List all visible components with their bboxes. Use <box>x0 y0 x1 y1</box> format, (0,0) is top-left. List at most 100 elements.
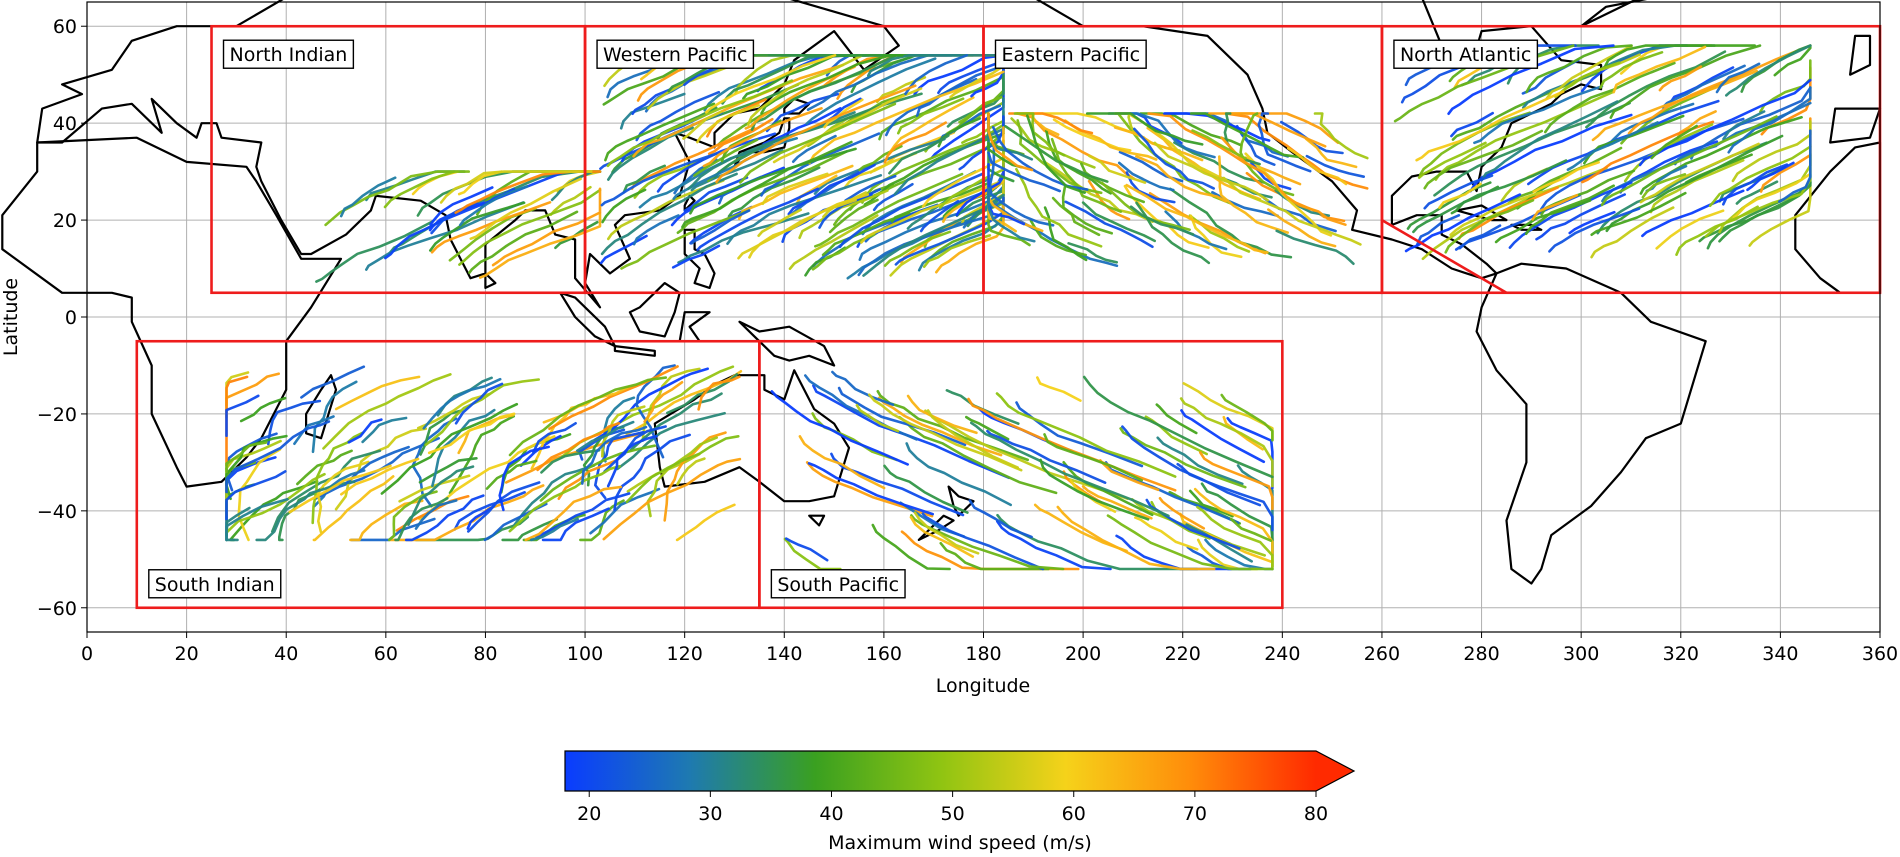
colorbar-tick-label: 80 <box>1304 803 1328 825</box>
cyclone-track <box>1134 516 1199 551</box>
cyclone-track <box>861 110 1005 204</box>
cyclone-track <box>1106 514 1274 571</box>
cyclone-track <box>288 464 392 514</box>
cyclone-track <box>909 515 975 558</box>
coastline-greenland <box>1580 0 1648 28</box>
cyclone-track <box>508 376 668 457</box>
x-tick-label: 200 <box>1065 643 1101 665</box>
coastline-uk <box>1849 34 1872 76</box>
cyclone-track <box>1222 176 1362 246</box>
coastline-nz_north <box>947 485 975 517</box>
cyclone-track <box>467 481 541 533</box>
cyclone-track <box>1612 45 1707 94</box>
cyclone-track <box>1135 201 1211 265</box>
basin-label-box <box>1393 39 1539 69</box>
cyclone-track <box>619 92 686 130</box>
cyclone-track <box>1457 186 1559 240</box>
y-tick-label: −60 <box>37 598 77 620</box>
coastline-hokkaido <box>783 97 811 115</box>
x-axis-label: Longitude <box>936 675 1031 697</box>
cyclone-track <box>811 233 876 271</box>
cyclone-track <box>601 405 646 458</box>
x-tick-label: 80 <box>473 643 497 665</box>
cyclone-track <box>798 435 886 490</box>
cyclone-track <box>970 421 1170 518</box>
cyclone-track <box>300 365 366 399</box>
cyclone-track <box>1473 85 1604 145</box>
cyclone-track <box>600 172 738 256</box>
cyclone-track <box>1176 462 1274 532</box>
y-tick-label: 0 <box>65 307 77 329</box>
cyclone-track <box>843 151 918 189</box>
cyclone-track <box>807 462 934 516</box>
cyclone-track <box>1191 129 1247 160</box>
cyclone-track <box>1778 129 1812 203</box>
basin-box: South Indian <box>135 339 761 610</box>
cyclone-track <box>683 176 749 212</box>
cyclone-track <box>602 62 688 106</box>
basin-cutoff-line <box>1381 218 1508 294</box>
cyclone-track <box>1727 86 1812 154</box>
cyclone-track <box>589 487 661 535</box>
cyclone-track <box>715 84 917 184</box>
basin-label: Western Pacific <box>596 39 755 69</box>
cyclone-track <box>1416 214 1461 246</box>
cyclone-track <box>501 518 559 542</box>
basin-label-box <box>596 39 755 69</box>
cyclone-track <box>1525 44 1633 94</box>
cyclone-track <box>996 513 1199 571</box>
cyclone-track <box>785 537 829 562</box>
cyclone-track <box>1444 199 1535 254</box>
cyclone-track <box>996 520 1112 571</box>
cyclone-track <box>1179 397 1274 488</box>
cyclone-track <box>466 504 496 530</box>
cyclone-track <box>1155 403 1198 435</box>
cyclone-track <box>675 503 736 542</box>
cyclone-track <box>1081 485 1153 520</box>
cyclone-track <box>693 138 759 177</box>
cyclone-track <box>267 399 322 446</box>
cyclone-track <box>255 480 356 542</box>
basin-label: South Pacific <box>770 569 906 599</box>
x-tick-label: 120 <box>667 643 703 665</box>
cyclone-track <box>890 181 991 223</box>
cyclone-track <box>383 170 456 209</box>
cyclone-track <box>1412 159 1568 234</box>
cyclone-track <box>431 408 496 488</box>
cyclone-track <box>1458 224 1502 250</box>
cyclone-track <box>1117 161 1175 192</box>
cyclone-tracks <box>225 44 1812 571</box>
coastline-java <box>613 345 656 357</box>
cyclone-track <box>682 110 723 140</box>
coastline-eurasia <box>36 0 900 309</box>
cyclone-track <box>1531 193 1579 221</box>
x-tick-label: 60 <box>374 643 398 665</box>
cyclone-track <box>1229 517 1273 542</box>
cyclone-track <box>1220 136 1347 226</box>
cyclone-track <box>478 211 602 279</box>
cyclone-track <box>760 132 881 197</box>
cyclone-track <box>448 414 515 495</box>
cyclone-track <box>1087 154 1147 184</box>
cyclone-track <box>1418 111 1531 177</box>
cyclone-track <box>1524 184 1615 235</box>
cyclone-track <box>606 79 794 168</box>
cyclone-track <box>1113 126 1204 162</box>
basin-label: Eastern Pacific <box>994 39 1147 69</box>
cyclone-track <box>1267 208 1337 248</box>
cyclone-track <box>524 485 623 542</box>
colorbar-tick-label: 20 <box>577 803 601 825</box>
cyclone-track <box>1423 174 1494 210</box>
cyclone-track <box>601 188 647 224</box>
cyclone-track <box>1725 44 1812 97</box>
cyclone-track <box>1036 376 1082 402</box>
cyclone-track <box>641 367 701 442</box>
cyclone-track <box>439 170 593 204</box>
cyclone-track <box>349 499 424 542</box>
cyclone-track <box>788 214 879 270</box>
colorbar-label: Maximum wind speed (m/s) <box>828 832 1092 854</box>
cyclone-track <box>339 176 397 218</box>
basin-label-box <box>994 39 1147 69</box>
y-tick-label: 40 <box>53 113 77 135</box>
cyclone-track <box>988 143 1055 227</box>
